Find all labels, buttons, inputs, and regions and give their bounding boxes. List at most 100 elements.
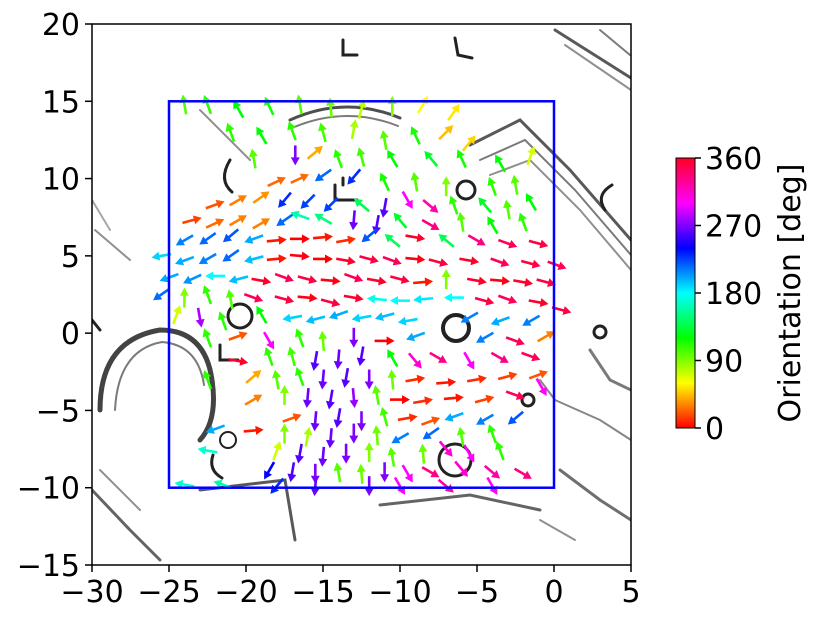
arrow-shaft bbox=[381, 177, 391, 192]
arrow-shaft bbox=[395, 432, 410, 442]
arrow-shaft bbox=[459, 257, 474, 263]
arrow-shaft bbox=[412, 131, 421, 145]
arrow-head bbox=[192, 215, 202, 225]
colorbar-strip bbox=[675, 157, 696, 429]
y-tick-label: 10 bbox=[42, 163, 80, 198]
orientation-arrow bbox=[466, 374, 487, 384]
arrow-head bbox=[353, 198, 363, 208]
x-tick-label: −30 bbox=[60, 575, 123, 610]
orientation-arrow bbox=[461, 135, 476, 152]
arrow-shaft bbox=[496, 159, 507, 173]
arrow-shaft bbox=[536, 333, 551, 343]
arrow-shaft bbox=[234, 275, 249, 282]
arrow-shaft bbox=[436, 380, 451, 385]
orientation-arrow bbox=[222, 249, 240, 262]
orientation-arrow bbox=[420, 416, 441, 426]
arrow-head bbox=[153, 291, 163, 301]
arrow-head bbox=[372, 385, 381, 394]
arrow-head bbox=[310, 487, 320, 497]
orientation-arrow bbox=[198, 252, 217, 264]
orientation-arrow bbox=[372, 385, 381, 406]
arrow-head bbox=[392, 256, 402, 266]
arrow-shaft bbox=[228, 333, 243, 341]
arrow-head bbox=[413, 359, 422, 369]
orientation-arrow bbox=[421, 218, 440, 230]
orientation-arrow bbox=[380, 462, 390, 483]
arrow-shaft bbox=[210, 424, 226, 432]
orientation-arrow bbox=[183, 273, 202, 284]
arrow-shaft bbox=[297, 275, 312, 282]
arrow-head bbox=[538, 369, 548, 379]
orientation-arrow bbox=[456, 149, 468, 169]
orientation-arrow bbox=[314, 213, 333, 225]
arrow-head bbox=[466, 360, 475, 370]
orientation-arrow bbox=[513, 278, 534, 287]
arrow-shaft bbox=[290, 175, 305, 184]
arrow-head bbox=[384, 233, 394, 243]
arrow-head bbox=[244, 255, 253, 264]
arrow-head bbox=[323, 203, 333, 212]
orientation-arrow bbox=[179, 287, 189, 308]
orientation-arrow bbox=[225, 289, 235, 310]
arrow-shaft bbox=[396, 216, 408, 229]
arrow-head bbox=[318, 330, 328, 340]
orientation-arrow bbox=[244, 234, 264, 244]
orientation-arrow bbox=[349, 119, 359, 140]
arrow-shaft bbox=[226, 228, 240, 240]
orientation-arrow bbox=[289, 234, 310, 244]
orientation-arrow bbox=[175, 234, 194, 246]
arrow-head bbox=[303, 426, 313, 436]
arrow-head bbox=[341, 379, 351, 388]
arrow-head bbox=[364, 442, 374, 451]
orientation-arrow bbox=[413, 277, 434, 287]
arrow-head bbox=[424, 396, 433, 406]
arrow-head bbox=[300, 199, 310, 209]
orientation-arrow bbox=[443, 393, 464, 403]
arrow-head bbox=[402, 395, 410, 405]
orientation-arrow bbox=[205, 199, 225, 210]
orientation-arrow bbox=[406, 331, 426, 342]
arrow-shaft bbox=[180, 255, 195, 264]
arrow-shaft bbox=[422, 198, 435, 210]
arrow-shaft bbox=[280, 213, 294, 224]
arrow-shaft bbox=[466, 277, 482, 283]
arrow-shaft bbox=[390, 375, 395, 390]
orientation-arrow bbox=[374, 336, 395, 346]
arrow-shaft bbox=[357, 201, 370, 213]
arrow-head bbox=[349, 119, 359, 128]
arrow-shaft bbox=[372, 297, 387, 302]
arrow-shaft bbox=[320, 278, 335, 283]
arrow-head bbox=[347, 175, 356, 185]
orientation-arrow bbox=[422, 198, 439, 213]
arrow-head bbox=[424, 150, 433, 160]
arrow-shaft bbox=[520, 217, 528, 232]
arrow-head bbox=[278, 198, 287, 208]
orientation-arrow bbox=[280, 384, 289, 405]
orientation-arrow bbox=[287, 462, 297, 483]
arrow-head bbox=[364, 488, 374, 497]
arrow-shaft bbox=[505, 390, 520, 398]
orientation-arrow bbox=[343, 272, 364, 283]
arrow-head bbox=[354, 273, 364, 283]
arrow-head bbox=[495, 154, 503, 164]
arrow-shaft bbox=[204, 290, 213, 305]
orientation-arrow bbox=[444, 411, 464, 422]
arrow-shaft bbox=[258, 131, 268, 145]
arrow-head bbox=[441, 269, 451, 278]
arrow-head bbox=[183, 275, 193, 284]
orientation-arrow bbox=[323, 196, 339, 212]
arrow-head bbox=[262, 276, 272, 286]
orientation-arrow bbox=[379, 172, 391, 192]
arrow-head bbox=[459, 467, 469, 477]
orientation-arrow bbox=[495, 154, 507, 173]
arrow-shaft bbox=[480, 413, 495, 423]
arrow-head bbox=[538, 386, 547, 396]
orientation-arrow bbox=[266, 254, 287, 264]
arrow-shaft bbox=[421, 466, 435, 476]
arrow-shaft bbox=[245, 372, 258, 384]
arrow-shaft bbox=[513, 467, 528, 477]
arrow-shaft bbox=[426, 426, 440, 437]
arrow-head bbox=[244, 235, 254, 244]
orientation-arrow bbox=[228, 331, 248, 341]
arrow-head bbox=[310, 422, 320, 432]
